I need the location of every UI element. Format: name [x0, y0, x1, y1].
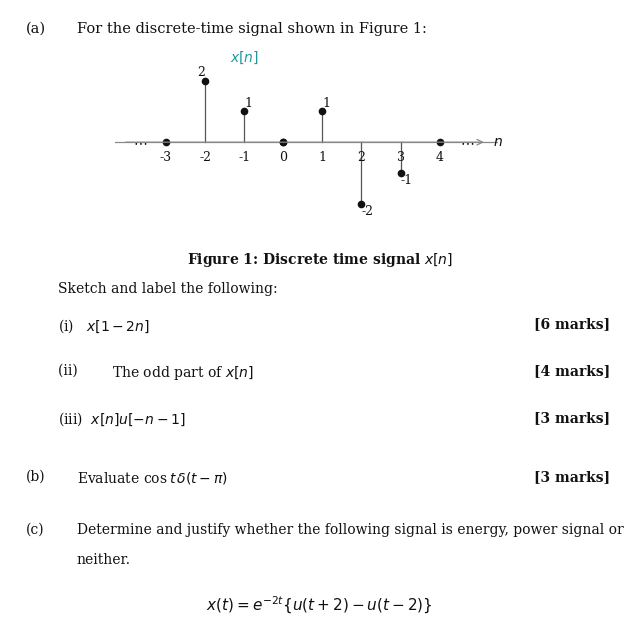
Text: Figure 1: Discrete time signal $x[n]$: Figure 1: Discrete time signal $x[n]$ [187, 251, 452, 269]
Text: Evaluate cos $t\,\delta(t - \pi)$: Evaluate cos $t\,\delta(t - \pi)$ [77, 470, 227, 486]
Text: $n$: $n$ [493, 135, 502, 149]
Text: -1: -1 [401, 174, 413, 188]
Text: 0: 0 [279, 151, 288, 164]
Text: (a): (a) [26, 22, 45, 36]
Text: $\cdots$: $\cdots$ [460, 135, 474, 149]
Text: 2: 2 [358, 151, 366, 164]
Text: $x[n]$: $x[n]$ [231, 50, 259, 66]
Text: neither.: neither. [77, 553, 131, 567]
Text: (i)   $x[1-2n]$: (i) $x[1-2n]$ [58, 317, 150, 334]
Text: [3 marks]: [3 marks] [534, 411, 610, 424]
Text: $x(t) = e^{-2t}\{u(t+2) - u(t-2)\}$: $x(t) = e^{-2t}\{u(t+2) - u(t-2)\}$ [206, 595, 433, 616]
Text: [6 marks]: [6 marks] [534, 317, 610, 331]
Text: Sketch and label the following:: Sketch and label the following: [58, 282, 277, 296]
Text: [4 marks]: [4 marks] [534, 364, 610, 378]
Text: -3: -3 [160, 151, 172, 164]
Text: For the discrete-time signal shown in Figure 1:: For the discrete-time signal shown in Fi… [77, 22, 427, 36]
Text: -2: -2 [362, 205, 373, 218]
Text: -1: -1 [238, 151, 250, 164]
Text: 3: 3 [397, 151, 404, 164]
Text: 4: 4 [436, 151, 443, 164]
Text: 1: 1 [318, 151, 327, 164]
Text: 1: 1 [244, 97, 252, 110]
Text: Determine and justify whether the following signal is energy, power signal or: Determine and justify whether the follow… [77, 523, 624, 537]
Text: (ii): (ii) [58, 364, 90, 378]
Text: (iii)  $x[n]u[-n-1]$: (iii) $x[n]u[-n-1]$ [58, 411, 185, 428]
Text: (c): (c) [26, 523, 44, 537]
Text: -2: -2 [199, 151, 211, 164]
Text: [3 marks]: [3 marks] [534, 470, 610, 484]
Text: (b): (b) [26, 470, 45, 484]
Text: 2: 2 [197, 66, 205, 79]
Text: $\cdots$: $\cdots$ [134, 135, 148, 149]
Text: 1: 1 [322, 97, 330, 110]
Text: The odd part of $x[n]$: The odd part of $x[n]$ [112, 364, 254, 382]
